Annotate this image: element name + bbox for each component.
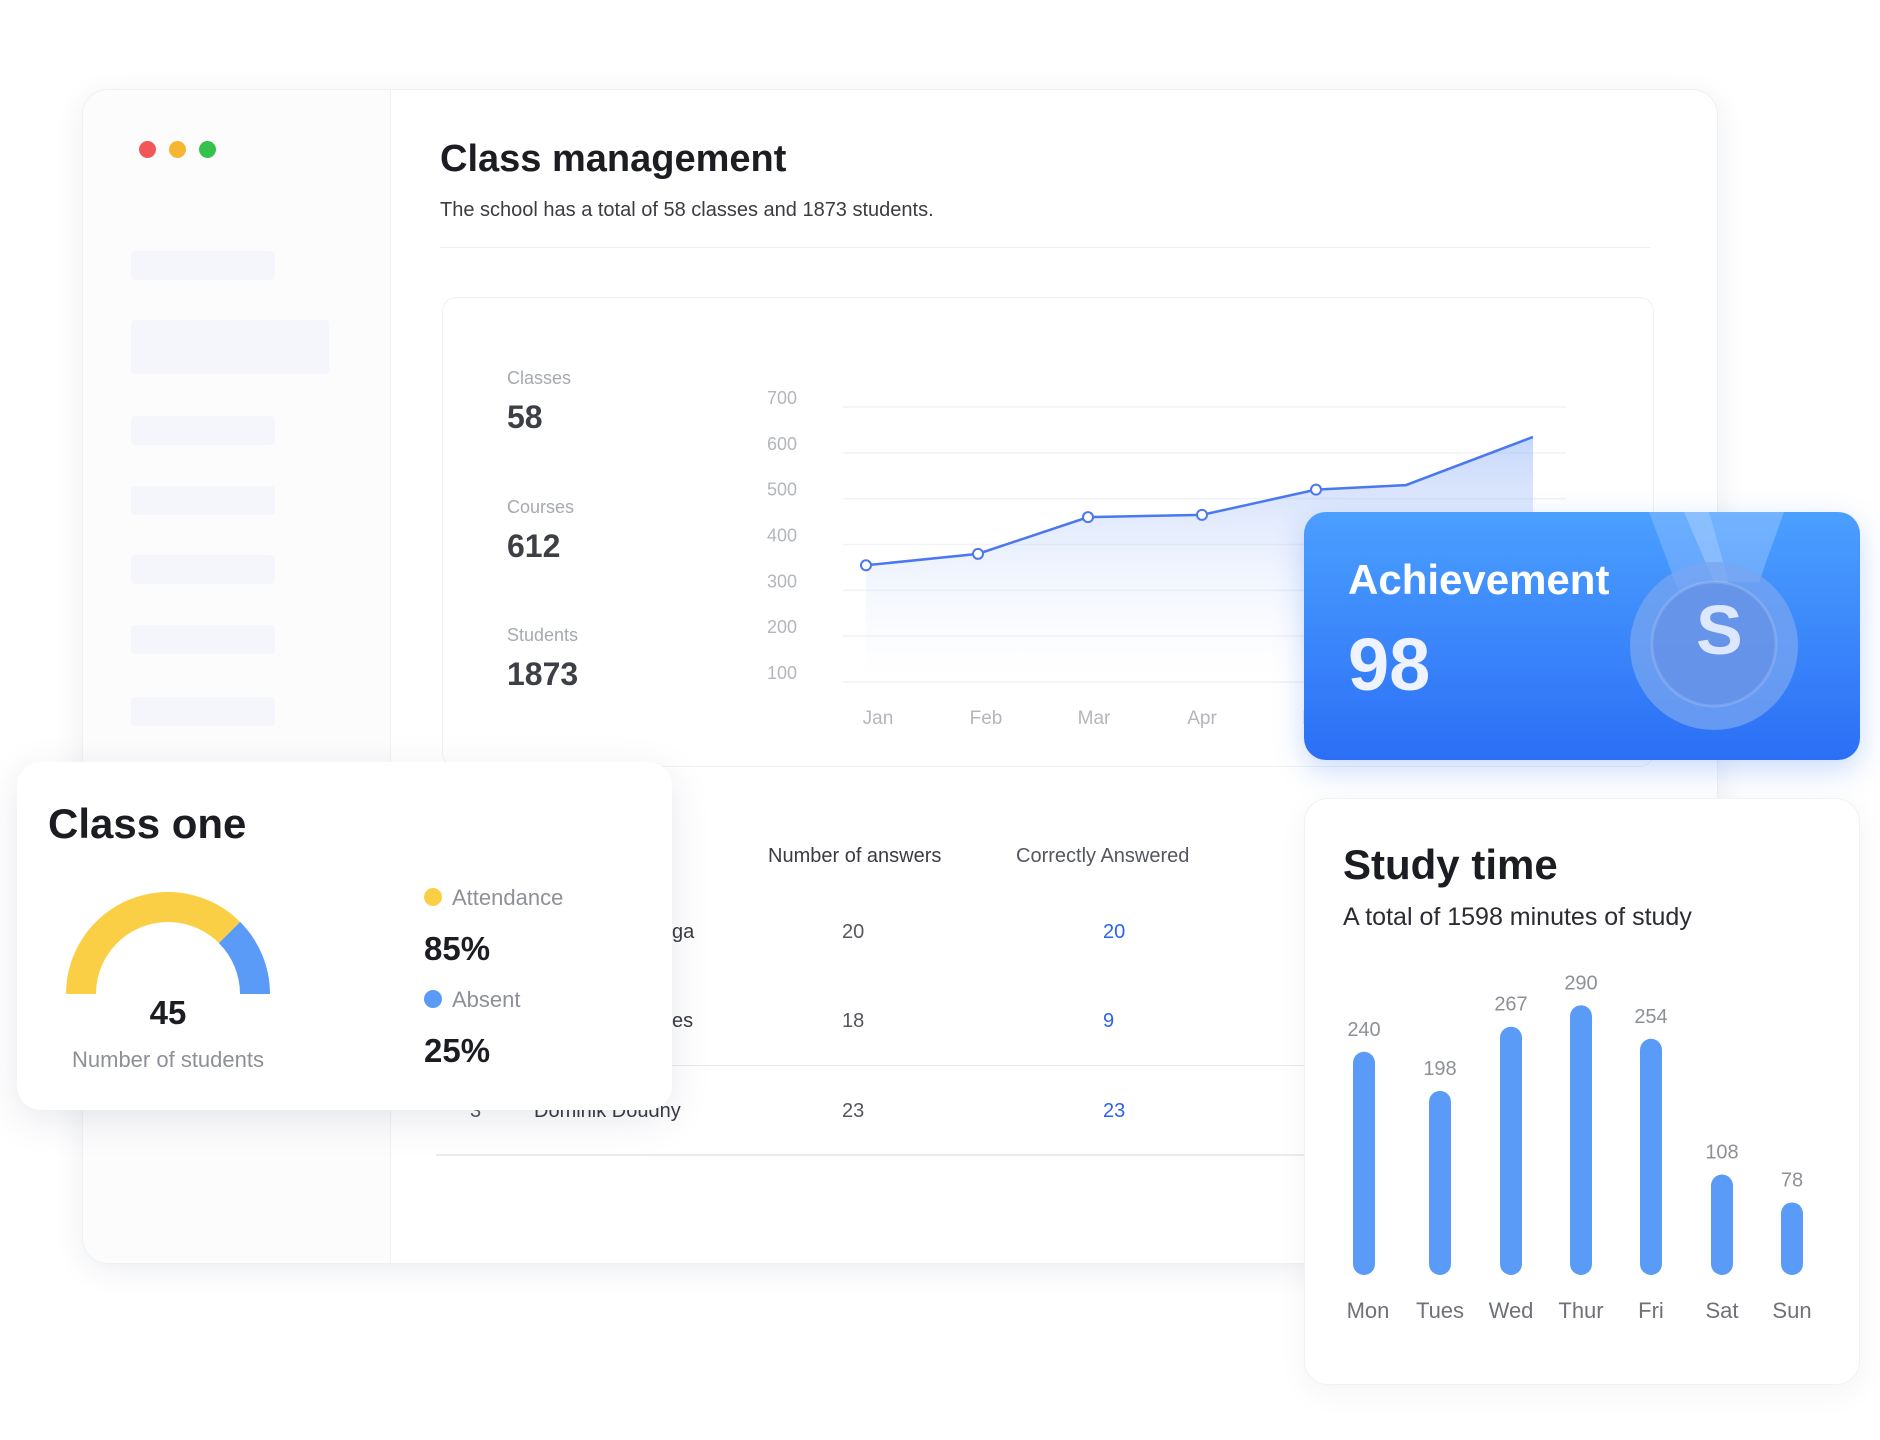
minimize-button[interactable] xyxy=(169,141,186,158)
achievement-card: S Achievement 98 xyxy=(1304,512,1860,760)
bar-sat xyxy=(1711,1174,1733,1275)
bar-value-label: 290 xyxy=(1564,972,1597,994)
stat-value: 1873 xyxy=(507,656,579,692)
class-title: Class one xyxy=(48,800,247,847)
cell-answers: 20 xyxy=(842,921,865,943)
y-tick-label: 200 xyxy=(767,617,797,637)
class-card: Class one 45 Number of students Attendan… xyxy=(17,762,672,1110)
stat-value: 58 xyxy=(507,399,543,435)
y-tick-label: 600 xyxy=(767,434,797,454)
data-point xyxy=(1082,511,1094,524)
x-tick-label: Jan xyxy=(863,708,894,729)
col-header-correct: Correctly Answered xyxy=(1016,845,1190,867)
sidebar-item[interactable] xyxy=(131,625,275,654)
student-count: 45 xyxy=(149,994,187,1031)
maximize-button[interactable] xyxy=(199,141,216,158)
cell-correct: 23 xyxy=(1103,1100,1126,1122)
data-point xyxy=(860,559,872,572)
close-button[interactable] xyxy=(139,141,156,158)
sidebar-item[interactable] xyxy=(131,555,275,584)
y-tick-label: 300 xyxy=(767,571,797,591)
day-label: Fri xyxy=(1638,1298,1664,1323)
y-tick-label: 500 xyxy=(767,480,797,500)
gauge-absent-arc xyxy=(218,921,270,994)
page-subtitle: The school has a total of 58 classes and… xyxy=(440,199,934,221)
bar-value-label: 108 xyxy=(1705,1142,1738,1164)
absent-legend-dot xyxy=(424,990,442,1008)
student-count-label: Number of students xyxy=(72,1047,264,1072)
stat-value: 612 xyxy=(507,528,561,564)
cell-index: 3 xyxy=(470,1100,482,1122)
bar-value-label: 240 xyxy=(1347,1019,1380,1041)
day-label: Thur xyxy=(1558,1298,1603,1323)
bar-fri xyxy=(1640,1038,1662,1275)
bar-wed xyxy=(1500,1026,1522,1275)
y-tick-label: 700 xyxy=(767,388,797,408)
day-label: Sun xyxy=(1772,1298,1811,1323)
data-point xyxy=(1196,508,1208,521)
medal-letter: S xyxy=(1696,591,1743,669)
sidebar-item[interactable] xyxy=(131,697,275,726)
col-header-answers: Number of answers xyxy=(768,845,942,867)
x-tick-label: Feb xyxy=(970,708,1003,729)
medal-icon xyxy=(1630,512,1798,730)
data-point xyxy=(1310,483,1322,496)
day-label: Tues xyxy=(1416,1298,1464,1323)
bar-thur xyxy=(1570,1005,1592,1275)
day-label: Wed xyxy=(1489,1298,1534,1323)
y-tick-label: 400 xyxy=(767,526,797,546)
bar-value-label: 267 xyxy=(1494,994,1527,1016)
sidebar-item[interactable] xyxy=(131,320,329,374)
x-tick-label: Mar xyxy=(1078,708,1111,729)
absent-label: Absent xyxy=(452,987,521,1012)
study-subtitle: A total of 1598 minutes of study xyxy=(1343,903,1692,931)
attendance-legend-dot xyxy=(424,888,442,906)
bar-value-label: 78 xyxy=(1781,1169,1803,1191)
cell-name: ga xyxy=(672,921,695,943)
bar-value-label: 198 xyxy=(1423,1058,1456,1080)
stat-label: Students xyxy=(507,625,579,645)
absent-value: 25% xyxy=(424,1032,491,1069)
data-point xyxy=(972,547,984,560)
sidebar-item[interactable] xyxy=(131,251,275,280)
attendance-gauge xyxy=(66,892,270,994)
study-title: Study time xyxy=(1343,841,1558,888)
attendance-label: Attendance xyxy=(452,885,564,910)
row-divider xyxy=(436,1154,1306,1156)
bar-mon xyxy=(1353,1051,1375,1275)
bar-tues xyxy=(1429,1090,1451,1275)
cell-answers: 18 xyxy=(842,1010,865,1032)
x-tick-label: Apr xyxy=(1187,708,1217,729)
day-label: Mon xyxy=(1347,1298,1390,1323)
gauge-attendance-arc xyxy=(66,892,241,994)
cell-correct: 20 xyxy=(1103,921,1126,943)
stat-label: Courses xyxy=(507,497,575,517)
sidebar-item[interactable] xyxy=(131,416,275,445)
attendance-value: 85% xyxy=(424,930,491,967)
page-title: Class management xyxy=(440,138,787,180)
cell-answers: 23 xyxy=(842,1100,865,1122)
row-divider xyxy=(436,1065,1306,1066)
bar-value-label: 254 xyxy=(1634,1006,1667,1028)
achievement-title: Achievement xyxy=(1348,556,1610,603)
bar-sun xyxy=(1781,1202,1803,1275)
cell-name: es xyxy=(672,1010,694,1032)
divider xyxy=(440,247,1650,248)
stat-label: Classes xyxy=(507,368,572,388)
day-label: Sat xyxy=(1705,1298,1738,1323)
cell-correct: 9 xyxy=(1103,1010,1115,1032)
sidebar-item[interactable] xyxy=(131,486,275,515)
achievement-score: 98 xyxy=(1348,623,1431,706)
y-tick-label: 100 xyxy=(767,663,797,683)
